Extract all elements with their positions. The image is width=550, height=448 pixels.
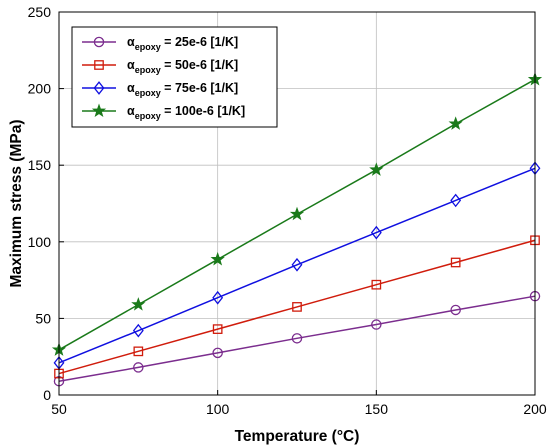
series-3-line	[58, 167, 536, 364]
series-3-point	[132, 323, 144, 338]
y-tick-label: 250	[28, 4, 52, 20]
legend-marker	[93, 81, 105, 95]
series-2-point	[292, 302, 302, 312]
series-3-point	[450, 193, 462, 208]
legend-marker	[91, 103, 107, 118]
x-axis-label: Temperature (°C)	[235, 428, 360, 445]
series-2-point	[371, 279, 382, 290]
series-2-point	[212, 324, 223, 334]
legend-item-3: αepoxy = 75e-6 [1/K]	[82, 81, 238, 98]
series-4-point	[210, 251, 225, 266]
legend-prefix: α	[127, 58, 135, 72]
legend-suffix: = 100e-6 [1/K]	[161, 104, 245, 118]
series-2-point	[133, 346, 144, 357]
y-tick-label: 50	[35, 310, 51, 326]
series-1-point	[450, 304, 461, 316]
series-1-point	[371, 319, 382, 330]
x-tick-label: 50	[51, 401, 67, 417]
x-tick-label: 200	[523, 401, 547, 417]
series-2-line	[58, 239, 536, 375]
legend-suffix: = 25e-6 [1/K]	[161, 35, 238, 49]
legend-subscript: epoxy	[135, 88, 161, 98]
y-axis-label: Maximum stress (MPa)	[8, 120, 25, 288]
series-2-point	[450, 257, 461, 268]
legend-label: αepoxy = 25e-6 [1/K]	[127, 35, 238, 52]
series-4-point	[289, 206, 305, 221]
legend-marker	[94, 60, 104, 70]
series-3-point	[291, 257, 303, 272]
y-tick-label: 0	[43, 387, 51, 403]
legend-subscript: epoxy	[135, 65, 161, 75]
series-1-line	[58, 295, 536, 382]
legend-subscript: epoxy	[135, 111, 161, 121]
series-4-point	[131, 297, 146, 311]
legend-prefix: α	[127, 35, 135, 49]
series-1-point	[133, 362, 144, 373]
legend-suffix: = 75e-6 [1/K]	[161, 81, 238, 95]
legend-prefix: α	[127, 104, 135, 118]
legend-item-2: αepoxy = 50e-6 [1/K]	[82, 58, 238, 75]
x-tick-label: 100	[206, 401, 230, 417]
legend-label: αepoxy = 100e-6 [1/K]	[127, 104, 245, 121]
legend-item-4: αepoxy = 100e-6 [1/K]	[82, 103, 245, 121]
series-1-point	[291, 333, 303, 344]
series-3-point	[370, 225, 382, 240]
x-tick-label: 150	[365, 401, 389, 417]
legend: αepoxy = 25e-6 [1/K]αepoxy = 50e-6 [1/K]…	[71, 26, 278, 128]
legend-marker	[93, 36, 105, 48]
legend-item-1: αepoxy = 25e-6 [1/K]	[82, 35, 238, 52]
legend-subscript: epoxy	[135, 42, 161, 52]
legend-suffix: = 50e-6 [1/K]	[161, 58, 238, 72]
y-tick-label: 100	[28, 234, 52, 250]
series-1-point	[212, 347, 223, 359]
legend-label: αepoxy = 75e-6 [1/K]	[127, 81, 238, 98]
series-3-point	[212, 290, 224, 305]
legend-label: αepoxy = 50e-6 [1/K]	[127, 58, 238, 75]
plot-frame	[58, 11, 536, 396]
y-tick-label: 200	[28, 81, 52, 97]
series-4-point	[369, 162, 384, 176]
y-tick-label: 150	[28, 157, 52, 173]
series-4-point	[448, 116, 463, 130]
legend-prefix: α	[127, 81, 135, 95]
